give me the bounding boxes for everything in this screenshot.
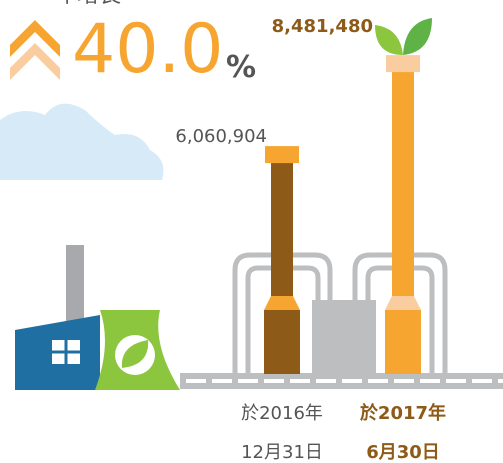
headline-unit: % xyxy=(226,50,257,85)
chimney-base xyxy=(385,310,421,374)
chimney-cap xyxy=(265,146,299,164)
tank xyxy=(312,300,376,374)
chimney xyxy=(392,57,414,375)
value-label: 6,060,904 xyxy=(175,126,267,148)
chevron xyxy=(10,43,60,80)
factory-chimney xyxy=(66,245,84,335)
headline-value: 40.0 xyxy=(72,10,224,89)
x-tick-label: 於2017年 6月30日 xyxy=(359,403,447,463)
ground xyxy=(180,373,503,389)
chimney-collar xyxy=(264,296,300,310)
chimney-base xyxy=(264,310,300,374)
chimney-cap xyxy=(386,55,420,73)
cloud xyxy=(0,103,164,180)
leaf xyxy=(375,18,432,55)
headline-label: 年增長 xyxy=(55,0,121,15)
x-tick-label: 於2016年 12月31日 xyxy=(241,403,323,463)
chevron xyxy=(10,20,60,57)
chimney-collar xyxy=(385,296,421,310)
value-label: 8,481,480 xyxy=(271,16,373,38)
